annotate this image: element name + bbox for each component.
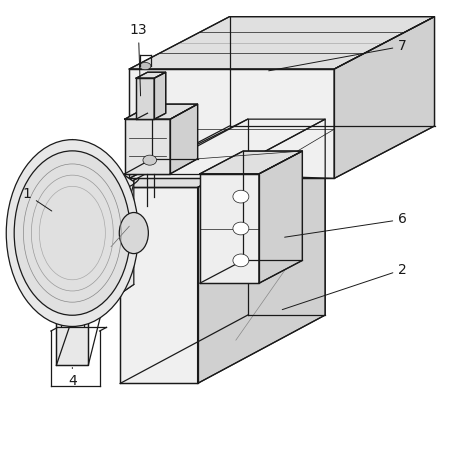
Ellipse shape [14,151,130,315]
Ellipse shape [233,254,249,267]
Ellipse shape [140,63,151,70]
Text: 1: 1 [22,187,52,211]
Ellipse shape [119,213,148,254]
Polygon shape [73,140,134,326]
Text: 7: 7 [269,39,407,71]
Polygon shape [136,72,166,78]
Ellipse shape [143,155,157,165]
Polygon shape [200,151,302,174]
Polygon shape [200,174,259,283]
Ellipse shape [233,190,249,203]
Polygon shape [56,151,88,365]
Text: 4: 4 [68,367,77,388]
Text: 13: 13 [129,23,147,96]
Polygon shape [259,151,302,283]
Ellipse shape [233,222,249,235]
Text: 2: 2 [282,262,407,310]
Polygon shape [129,69,334,178]
Polygon shape [129,16,435,69]
Polygon shape [136,78,154,119]
Polygon shape [334,16,435,178]
Ellipse shape [6,140,138,326]
Polygon shape [198,119,325,383]
Polygon shape [170,104,198,174]
Polygon shape [120,187,198,383]
Polygon shape [120,119,325,187]
Polygon shape [125,119,170,174]
Polygon shape [154,72,166,119]
Polygon shape [125,104,198,119]
Text: 6: 6 [285,213,407,237]
